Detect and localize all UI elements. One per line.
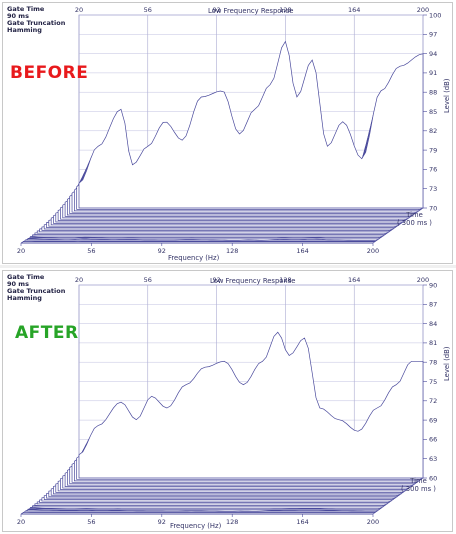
before-gate-info: Gate Time 90 ms Gate Truncation Hamming — [7, 6, 65, 34]
y-tick-label: 60 — [429, 474, 437, 482]
gate-time-label: Gate Time — [7, 273, 45, 281]
after-x-axis-label: Frequency (Hz) — [170, 522, 222, 530]
y-tick-label: 82 — [429, 127, 437, 135]
before-chart-title: Low Frequency Response — [208, 7, 294, 15]
y-tick-label: 81 — [429, 339, 437, 347]
time-range-label: ( 300 ms ) — [401, 485, 436, 493]
time-range-label: ( 300 ms ) — [397, 219, 432, 227]
waterfall-slice — [25, 238, 378, 241]
before-y-axis-label: Level (dB) — [443, 78, 451, 113]
top-x-tick-label: 164 — [348, 276, 360, 284]
after-panel: 20 56 92 128 164 200 90 87 84 81 78 75 72 69 66 63 60 20 5… — [2, 270, 453, 532]
y-tick-label: 76 — [429, 166, 437, 174]
x-tick-label: 20 — [17, 518, 25, 526]
after-chart-title: Low Frequency Response — [210, 277, 296, 285]
x-tick-label: 128 — [226, 518, 238, 526]
y-tick-label: 97 — [429, 31, 437, 39]
x-tick-label: 128 — [226, 247, 238, 255]
gate-truncation-label: Gate Truncation — [7, 19, 66, 27]
before-panel: 20 56 92 128 164 200 100 97 94 91 88 85 82 79 76 73 70 20… — [2, 2, 453, 264]
x-tick-label: 164 — [296, 247, 308, 255]
after-time-axis-label: Time ( 300 ms ) — [401, 477, 436, 493]
waterfall-slice — [78, 40, 424, 209]
gate-truncation-label: Gate Truncation — [7, 287, 66, 295]
time-label: Time — [406, 211, 423, 219]
x-tick-label: 200 — [367, 518, 379, 526]
y-tick-label: 90 — [429, 281, 437, 289]
x-tick-label: 56 — [87, 518, 95, 526]
x-tick-label: 92 — [158, 247, 166, 255]
gate-time-value: 90 ms — [7, 12, 29, 20]
x-tick-label: 164 — [296, 518, 308, 526]
after-gate-info: Gate Time 90 ms Gate Truncation Hamming — [7, 274, 65, 302]
x-tick-label: 56 — [87, 247, 95, 255]
top-x-tick-label: 200 — [417, 6, 429, 14]
y-tick-label: 94 — [429, 50, 437, 58]
gate-time-label: Gate Time — [7, 5, 45, 13]
x-tick-label: 20 — [17, 247, 25, 255]
y-tick-label: 75 — [429, 378, 437, 386]
top-x-tick-label: 92 — [212, 276, 220, 284]
y-tick-label: 73 — [429, 185, 437, 193]
top-x-tick-label: 20 — [75, 6, 83, 14]
y-tick-label: 69 — [429, 416, 437, 424]
before-badge: BEFORE — [10, 63, 89, 83]
before-time-axis-label: Time ( 300 ms ) — [397, 211, 432, 227]
y-tick-label: 63 — [429, 455, 437, 463]
y-tick-label: 72 — [429, 397, 437, 405]
before-waterfall-plot: 20 56 92 128 164 2001009794918885827976737020… — [17, 6, 442, 255]
top-x-tick-label: 128 — [279, 6, 291, 14]
y-tick-label: 87 — [429, 301, 437, 309]
waterfall-slice — [25, 509, 378, 512]
y-tick-label: 78 — [429, 359, 437, 367]
y-tick-label: 84 — [429, 320, 437, 328]
x-tick-label: 200 — [367, 247, 379, 255]
x-tick-label: 92 — [158, 518, 166, 526]
time-label: Time — [410, 477, 427, 485]
waterfall-slice — [78, 331, 424, 479]
gate-time-value: 90 ms — [7, 280, 29, 288]
top-x-tick-label: 20 — [75, 276, 83, 284]
y-tick-label: 100 — [429, 11, 441, 19]
top-x-tick-label: 128 — [279, 276, 291, 284]
top-x-tick-label: 56 — [144, 276, 152, 284]
top-x-tick-label: 164 — [348, 6, 360, 14]
top-x-tick-label: 92 — [212, 6, 220, 14]
after-y-axis-label: Level (dB) — [443, 346, 451, 381]
y-tick-label: 70 — [429, 204, 437, 212]
y-tick-label: 91 — [429, 69, 437, 77]
y-tick-label: 66 — [429, 436, 437, 444]
window-name: Hamming — [7, 294, 42, 302]
top-x-tick-label: 56 — [144, 6, 152, 14]
after-badge: AFTER — [15, 323, 79, 343]
top-x-tick-label: 200 — [417, 276, 429, 284]
before-x-axis-label: Frequency (Hz) — [168, 254, 220, 262]
y-tick-label: 85 — [429, 108, 437, 116]
y-tick-label: 79 — [429, 146, 437, 154]
y-tick-label: 88 — [429, 89, 437, 97]
window-name: Hamming — [7, 26, 42, 34]
panel-separator — [0, 265, 456, 268]
waterfall-slice — [22, 240, 376, 242]
